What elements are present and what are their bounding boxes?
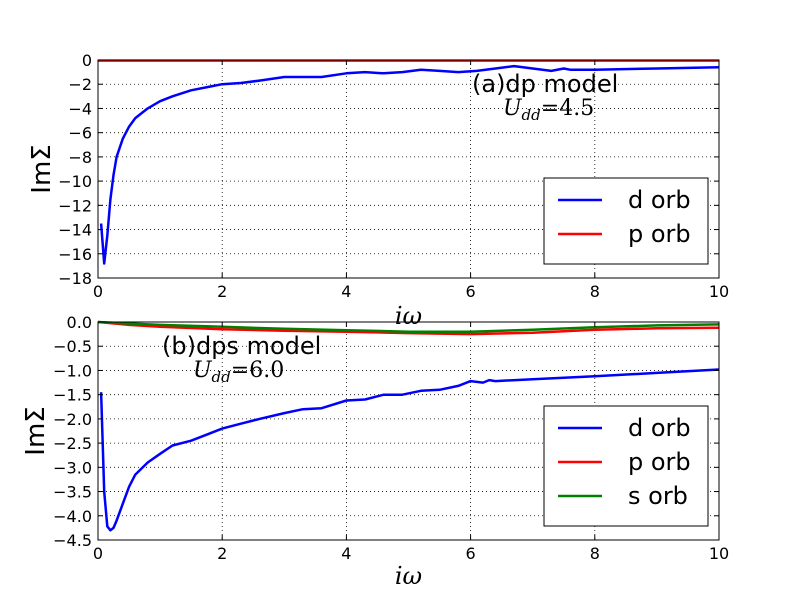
x-tick-label: 2 [217, 544, 227, 563]
y-tick-label: −0.5 [53, 337, 92, 356]
y-tick-label: −8 [68, 148, 92, 167]
y-tick-label: −4 [68, 99, 92, 118]
y-tick-label: −3.5 [53, 483, 92, 502]
y-tick-label: −16 [58, 245, 92, 264]
x-tick-label: 2 [217, 282, 227, 301]
y-tick-label: −10 [58, 172, 92, 191]
x-tick-label: 6 [466, 282, 476, 301]
x-tick-label: 10 [709, 282, 729, 301]
chart-panel-a: 0 2 4 6 8 10 0 −2 −4 −6 −8 −10 −12 −14 −16 −18 ImΣ iω (a)d… [27, 51, 729, 330]
panel-annotation-subtitle: Udd=6.0 [193, 358, 284, 386]
y-tick-label: −1.0 [53, 361, 92, 380]
legend: d orb p orb s orb [543, 405, 709, 527]
panel-annotation-subtitle: Udd=4.5 [503, 96, 594, 124]
x-axis-label: iω [395, 302, 422, 330]
x-tick-label: 4 [341, 544, 351, 563]
y-tick-label: −2.0 [53, 410, 92, 429]
y-axis-label: ImΣ [27, 144, 57, 193]
x-tick-label: 4 [341, 282, 351, 301]
y-tick-label: −3.0 [53, 458, 92, 477]
series-line-d-orb [99, 64, 719, 265]
legend-box [543, 177, 709, 265]
y-tick-label: −18 [58, 269, 92, 288]
panel-annotation-title: (b)dps model [162, 332, 321, 360]
chart-panel-b: 0 2 4 6 8 10 0.0 −0.5 −1.0 −1.5 −2.0 −2.5 −3.0 −3.5 −4… [21, 313, 729, 590]
x-tick-label: 0 [93, 544, 103, 563]
x-tick-label: 8 [590, 544, 600, 563]
y-axis-label: ImΣ [21, 406, 51, 455]
x-tick-label: 10 [709, 544, 729, 563]
axes-frame [97, 59, 720, 279]
legend-label-d-orb: d orb [628, 186, 691, 214]
y-tick-label: −14 [58, 221, 92, 240]
legend-box [543, 405, 709, 527]
y-tick-label: −1.5 [53, 386, 92, 405]
y-tick-label: 0 [82, 51, 92, 70]
legend: d orb p orb [543, 177, 709, 265]
axes-frame [97, 321, 720, 541]
y-tick-label: −4.5 [53, 531, 92, 550]
legend-label-p-orb: p orb [628, 220, 691, 248]
legend-label-s-orb: s orb [628, 482, 688, 510]
y-tick-label: −2 [68, 75, 92, 94]
y-tick-label: −4.0 [53, 507, 92, 526]
series-line-s-orb [98, 320, 719, 333]
y-tick-label: −12 [58, 196, 92, 215]
x-tick-label: 6 [466, 544, 476, 563]
y-tick-label: 0.0 [67, 313, 92, 332]
series-line-d-orb [99, 368, 719, 532]
x-axis-label: iω [395, 562, 422, 590]
legend-label-d-orb: d orb [628, 414, 691, 442]
x-tick-label: 8 [590, 282, 600, 301]
y-tick-label: −2.5 [53, 434, 92, 453]
series-line-p-orb [98, 320, 719, 336]
panel-annotation-title: (a)dp model [472, 70, 618, 98]
legend-label-p-orb: p orb [628, 448, 691, 476]
y-tick-label: −6 [68, 124, 92, 143]
x-tick-label: 0 [93, 282, 103, 301]
